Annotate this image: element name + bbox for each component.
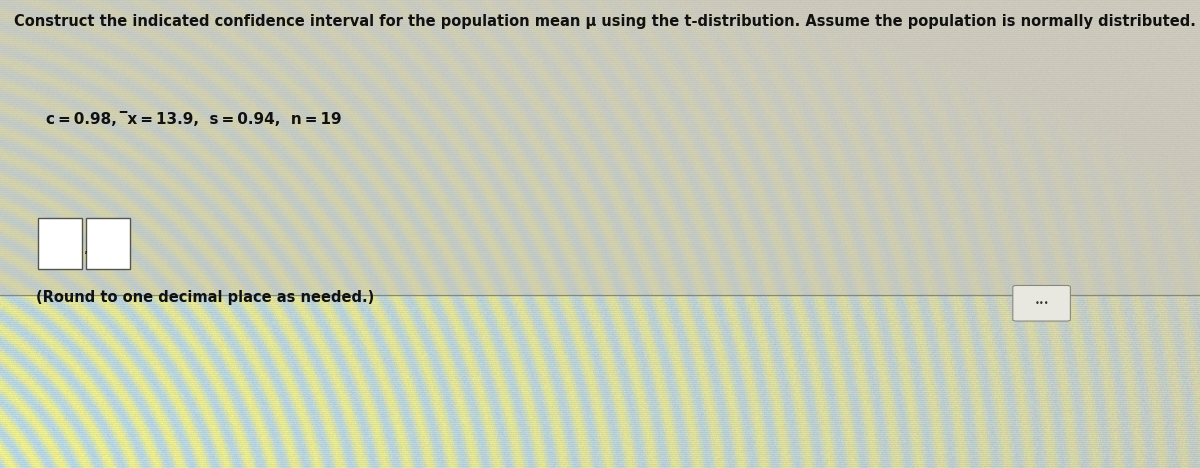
- Text: (Round to one decimal place as needed.): (Round to one decimal place as needed.): [36, 290, 374, 305]
- Text: c = 0.98,  ̅x = 13.9,  s = 0.94,  n = 19: c = 0.98, ̅x = 13.9, s = 0.94, n = 19: [46, 112, 341, 127]
- FancyBboxPatch shape: [1013, 285, 1070, 321]
- Text: ,: ,: [84, 241, 89, 255]
- Bar: [86, 218, 130, 269]
- Text: Construct the indicated confidence interval for the population mean μ using the : Construct the indicated confidence inter…: [14, 14, 1196, 29]
- Bar: [38, 218, 82, 269]
- Text: •••: •••: [1034, 299, 1049, 308]
